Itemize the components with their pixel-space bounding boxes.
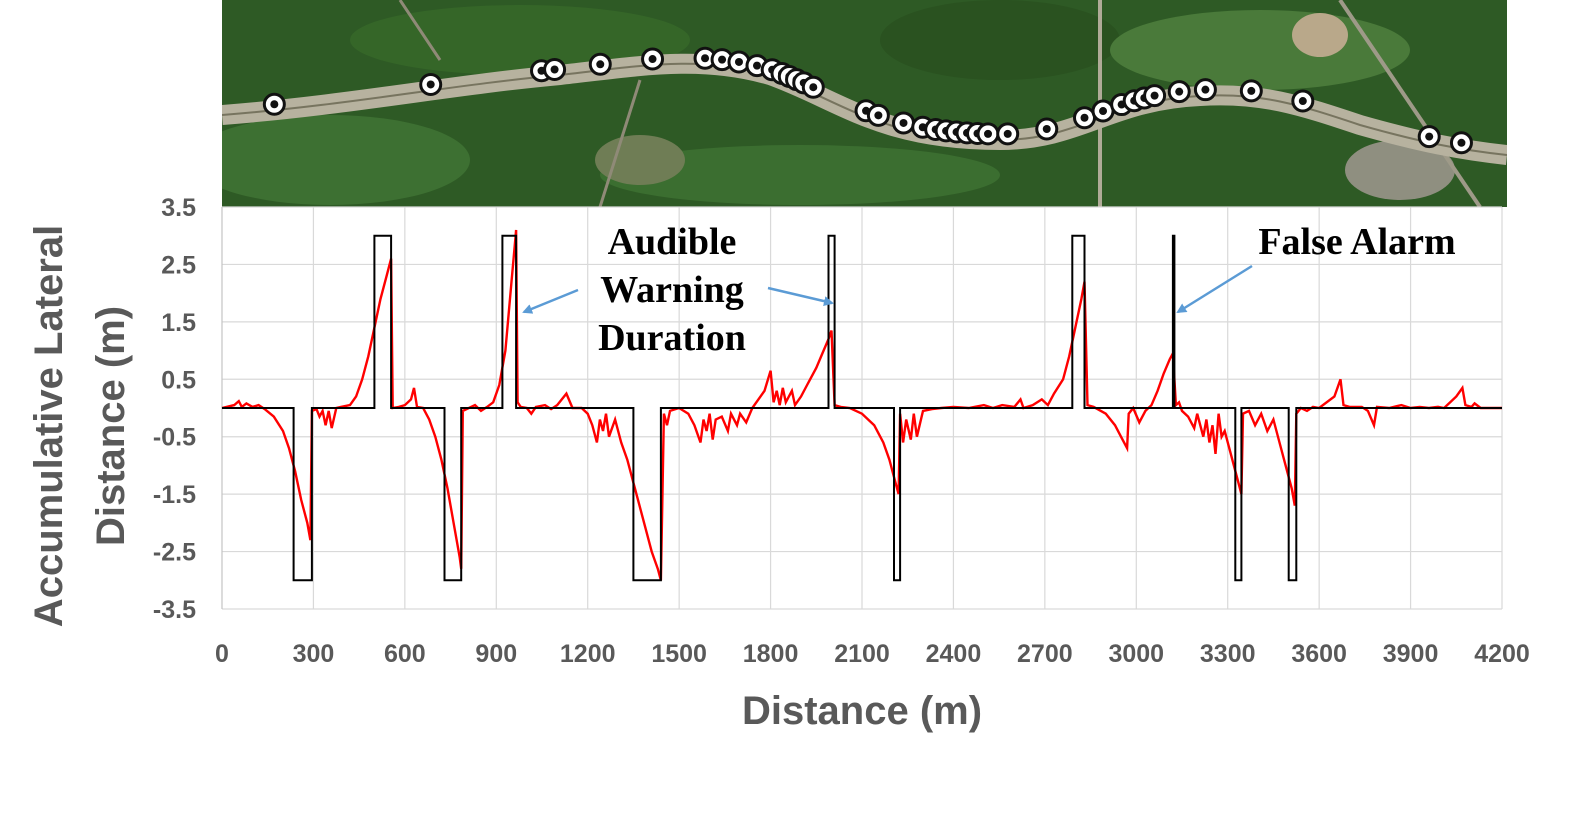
x-tick-label: 2100 xyxy=(834,640,890,668)
gps-marker-center xyxy=(1099,107,1108,116)
y-tick-labels: 3.5 2.5 1.5 0.5 -0.5 -1.5 -2.5 -3.5 xyxy=(153,194,196,624)
x-tick-labels: 0 300 600 900 1200 1500 1800 2100 2400 2700 3000 33… xyxy=(215,640,1530,668)
satellite-map-strip xyxy=(222,0,1507,207)
x-tick-label: 900 xyxy=(475,640,517,668)
gps-marker-center xyxy=(1080,113,1089,122)
x-tick-label: 3300 xyxy=(1200,640,1256,668)
x-tick-label: 4200 xyxy=(1474,640,1530,668)
x-tick-label: 3000 xyxy=(1108,640,1164,668)
plot-area xyxy=(221,206,1503,610)
gps-marker-center xyxy=(426,80,435,89)
annotation-text-line: Audible xyxy=(608,221,737,263)
x-tick-label: 2700 xyxy=(1017,640,1073,668)
x-tick-label: 1200 xyxy=(560,640,616,668)
gps-marker-center xyxy=(753,61,762,70)
x-tick-label: 1500 xyxy=(651,640,707,668)
forest-patch xyxy=(600,145,1000,205)
gps-marker-center xyxy=(809,83,818,92)
forest-patch xyxy=(222,115,470,205)
gps-marker-center xyxy=(899,118,908,127)
clearing xyxy=(1345,140,1455,200)
clearing xyxy=(1292,13,1348,57)
crossing-road xyxy=(398,0,442,61)
gps-marker-center xyxy=(1201,85,1210,94)
crossing-road xyxy=(1338,0,1482,207)
y-axis-title-line-1: Accumulative Lateral xyxy=(27,225,71,627)
forest-patch xyxy=(880,0,1120,80)
series-group xyxy=(221,229,1502,582)
annotation-arrow xyxy=(767,286,834,307)
x-tick-label: 300 xyxy=(293,640,335,668)
gps-marker-center xyxy=(734,57,743,66)
gps-marker-center xyxy=(1175,87,1184,96)
gps-marker-center xyxy=(1425,132,1434,141)
y-tick-label: 0.5 xyxy=(161,366,196,394)
y-tick-label: -2.5 xyxy=(153,539,196,567)
y-tick-label: 2.5 xyxy=(161,251,196,279)
annotation-text-line: Duration xyxy=(598,317,746,359)
gps-marker-center xyxy=(1042,124,1051,133)
forest-patch xyxy=(1110,10,1410,90)
gps-marker-center xyxy=(270,100,279,109)
gps-marker-center xyxy=(550,65,559,74)
annotation-text-line: Warning xyxy=(600,269,744,311)
gps-marker-center xyxy=(1003,129,1012,138)
gps-marker-center xyxy=(1457,138,1466,147)
x-tick-label: 3900 xyxy=(1383,640,1439,668)
x-tick-label: 0 xyxy=(215,640,229,668)
gps-markers xyxy=(262,46,1473,155)
annotation-text-line: False Alarm xyxy=(1258,221,1455,263)
x-tick-label: 2400 xyxy=(926,640,982,668)
y-tick-label: -0.5 xyxy=(153,424,196,452)
y-axis-title: Accumulative Lateral Distance (m) xyxy=(27,225,133,627)
x-tick-label: 1800 xyxy=(743,640,799,668)
gps-marker-center xyxy=(718,55,727,64)
gps-marker-center xyxy=(1247,86,1256,95)
gps-marker-center xyxy=(874,111,883,120)
x-tick-label: 3600 xyxy=(1291,640,1347,668)
annotation-audible-warning: Audible Warning Duration xyxy=(522,221,834,359)
gps-marker-center xyxy=(701,54,710,63)
x-axis-title: Distance (m) xyxy=(742,689,982,733)
annotation-arrow xyxy=(1176,264,1253,314)
warning-signal-line xyxy=(222,234,1502,582)
x-tick-label: 600 xyxy=(384,640,426,668)
y-axis-title-line-2: Distance (m) xyxy=(89,306,133,546)
crossing-road xyxy=(598,79,642,207)
gps-marker-center xyxy=(648,55,657,64)
gps-marker-center xyxy=(984,129,993,138)
y-tick-label: 3.5 xyxy=(161,194,196,222)
y-tick-label: 1.5 xyxy=(161,309,196,337)
annotation-arrow xyxy=(522,288,579,314)
gps-marker-center xyxy=(596,60,605,69)
y-tick-label: -3.5 xyxy=(153,596,196,624)
annotation-false-alarm: False Alarm xyxy=(1176,221,1456,314)
y-tick-label: -1.5 xyxy=(153,481,196,509)
gps-marker-center xyxy=(1150,91,1159,100)
gps-marker-center xyxy=(1298,97,1307,106)
